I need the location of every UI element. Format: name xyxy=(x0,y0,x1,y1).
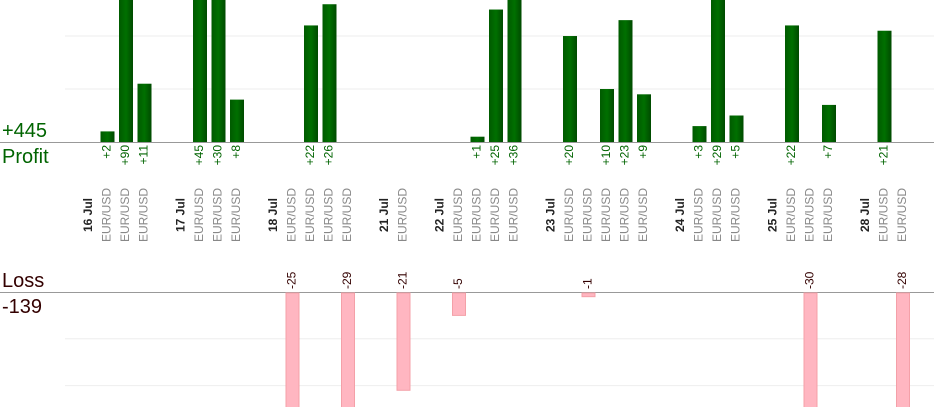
profit-label: +22 xyxy=(784,145,798,166)
profit-bar xyxy=(822,104,836,142)
profit-bar xyxy=(600,89,614,142)
symbol-label: EUR/USD xyxy=(599,188,613,242)
profit-bar xyxy=(211,0,226,142)
profit-bar xyxy=(489,9,503,142)
symbol-label: EUR/USD xyxy=(729,188,743,242)
date-label: 16 Jul xyxy=(81,198,95,232)
loss-bar xyxy=(341,292,355,407)
profit-bar xyxy=(137,83,152,142)
date-label: 24 Jul xyxy=(673,198,687,232)
profit-label: +5 xyxy=(729,145,743,159)
symbol-label: EUR/USD xyxy=(303,188,317,242)
profit-bar xyxy=(304,25,318,142)
date-label: 17 Jul xyxy=(174,198,188,232)
date-label: 18 Jul xyxy=(266,198,280,232)
symbol-label: EUR/USD xyxy=(821,188,835,242)
profit-label: +45 xyxy=(192,145,206,166)
profit-total: +445 xyxy=(2,120,47,142)
symbol-label: EUR/USD xyxy=(396,188,410,242)
symbol-label: EUR/USD xyxy=(285,188,299,242)
profit-label: +25 xyxy=(488,145,502,166)
symbol-label: EUR/USD xyxy=(100,188,114,242)
profit-bar xyxy=(618,20,633,142)
date-label: 28 Jul xyxy=(858,198,872,232)
profit-bar xyxy=(507,0,522,142)
symbol-label: EUR/USD xyxy=(895,188,909,242)
profit-bar xyxy=(470,136,485,142)
loss-label: -1 xyxy=(581,278,595,289)
loss-bar xyxy=(452,292,466,316)
symbol-label: EUR/USD xyxy=(451,188,465,242)
loss-total: -139 xyxy=(2,296,42,318)
profit-label: +2 xyxy=(100,145,114,159)
date-label: 23 Jul xyxy=(544,198,558,232)
symbol-label: EUR/USD xyxy=(784,188,798,242)
profit-bar xyxy=(563,36,577,142)
profit-label: +23 xyxy=(618,145,632,166)
profit-label: +3 xyxy=(692,145,706,159)
profit-label: +90 xyxy=(118,145,132,166)
profit-label: +8 xyxy=(229,145,243,159)
profit-bar xyxy=(322,4,337,142)
date-label: 22 Jul xyxy=(433,198,447,232)
profit-label: +20 xyxy=(562,145,576,166)
symbol-label: EUR/USD xyxy=(340,188,354,242)
symbol-label: EUR/USD xyxy=(692,188,706,242)
date-label: 25 Jul xyxy=(766,198,780,232)
loss-bar xyxy=(581,292,596,298)
symbol-label: EUR/USD xyxy=(562,188,576,242)
symbol-label: EUR/USD xyxy=(470,188,484,242)
profit-label: +36 xyxy=(507,145,521,166)
symbol-label: EUR/USD xyxy=(877,188,891,242)
profit-label: +21 xyxy=(877,145,891,166)
loss-label: -28 xyxy=(895,271,909,289)
loss-title: Loss xyxy=(2,270,44,292)
profit-bar xyxy=(711,0,725,142)
profit-bar xyxy=(877,30,892,142)
profit-bar xyxy=(230,99,244,142)
symbol-label: EUR/USD xyxy=(803,188,817,242)
profit-bar xyxy=(729,115,744,142)
loss-label: -25 xyxy=(285,271,299,289)
profit-label: +1 xyxy=(470,145,484,159)
profit-label: +9 xyxy=(636,145,650,159)
profit-label: +26 xyxy=(322,145,336,166)
profit-label: +29 xyxy=(710,145,724,166)
profit-bar xyxy=(100,131,115,142)
symbol-label: EUR/USD xyxy=(710,188,724,242)
symbol-label: EUR/USD xyxy=(192,188,206,242)
symbol-label: EUR/USD xyxy=(118,188,132,242)
profit-label: +22 xyxy=(303,145,317,166)
loss-bar xyxy=(285,292,300,407)
profit-label: +30 xyxy=(211,145,225,166)
symbol-label: EUR/USD xyxy=(581,188,595,242)
profit-title: Profit xyxy=(2,146,49,168)
symbol-label: EUR/USD xyxy=(507,188,521,242)
loss-label: -30 xyxy=(803,271,817,289)
symbol-label: EUR/USD xyxy=(618,188,632,242)
symbol-label: EUR/USD xyxy=(211,188,225,242)
profit-bar xyxy=(692,126,707,142)
profit-bar xyxy=(637,94,651,142)
loss-label: -29 xyxy=(340,271,354,289)
loss-bar xyxy=(896,292,910,407)
profit-label: +7 xyxy=(821,145,835,159)
profit-bar xyxy=(119,0,133,142)
loss-label: -5 xyxy=(451,278,465,289)
loss-bar xyxy=(803,292,818,407)
symbol-label: EUR/USD xyxy=(488,188,502,242)
symbol-label: EUR/USD xyxy=(322,188,336,242)
symbol-label: EUR/USD xyxy=(229,188,243,242)
profit-bar xyxy=(785,25,799,142)
profit-bar xyxy=(193,0,207,142)
profit-label: +11 xyxy=(137,145,151,165)
date-label: 21 Jul xyxy=(377,198,391,232)
loss-bar xyxy=(396,292,411,391)
profit-label: +10 xyxy=(599,145,613,166)
loss-label: -21 xyxy=(396,271,410,289)
symbol-label: EUR/USD xyxy=(137,188,151,242)
symbol-label: EUR/USD xyxy=(636,188,650,242)
